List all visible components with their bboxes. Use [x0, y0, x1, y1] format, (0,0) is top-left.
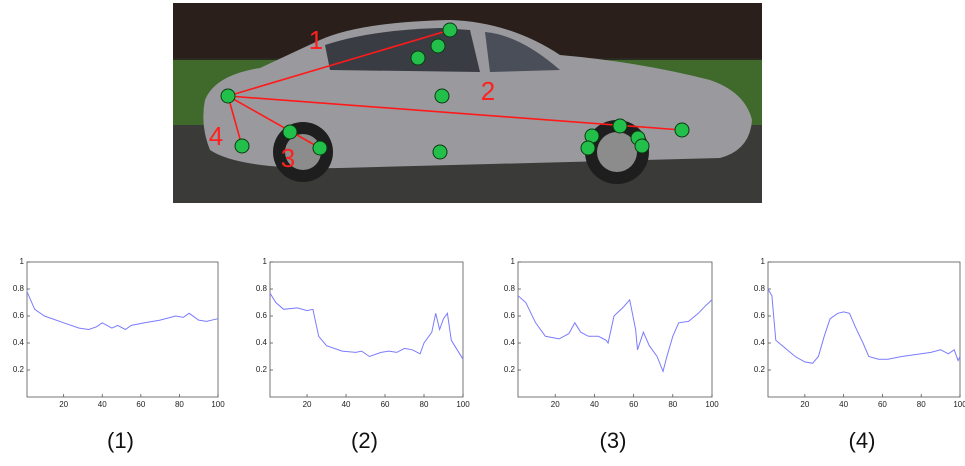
x-tick-label: 20 [59, 400, 68, 409]
y-tick-label: 0.6 [504, 311, 516, 320]
x-tick-label: 80 [175, 400, 184, 409]
x-tick-label: 60 [878, 400, 887, 409]
x-tick-label: 100 [705, 400, 719, 409]
plot-frame [518, 262, 712, 397]
plot-frame [270, 262, 463, 397]
x-tick-label: 40 [590, 400, 599, 409]
keypoint [431, 39, 445, 53]
y-tick-label: 0.2 [754, 365, 766, 374]
y-tick-label: 0.4 [256, 338, 268, 347]
y-tick-label: 0.8 [256, 284, 268, 293]
y-tick-label: 0.8 [754, 284, 766, 293]
x-tick-label: 40 [342, 400, 351, 409]
x-tick-label: 40 [98, 400, 107, 409]
y-tick-label: 1 [20, 257, 25, 266]
chart-title: (1) [107, 428, 134, 453]
x-tick-label: 100 [456, 400, 470, 409]
link-label: 3 [281, 143, 295, 173]
figure: 1 2 3 4 0.2 0.4 0.6 0.8 1 20 40 60 80 100 (1) 0.2 0.… [0, 0, 965, 466]
x-tick-label: 60 [629, 400, 638, 409]
y-tick-label: 1 [761, 257, 766, 266]
x-tick-label: 100 [211, 400, 225, 409]
x-tick-label: 20 [551, 400, 560, 409]
keypoint [675, 123, 689, 137]
link-label: 1 [309, 25, 323, 55]
keypoint [443, 23, 457, 37]
x-tick-label: 20 [800, 400, 809, 409]
y-tick-label: 1 [263, 257, 268, 266]
keypoint [283, 125, 297, 139]
plot-frame [27, 262, 218, 397]
y-tick-label: 0.8 [504, 284, 516, 293]
keypoint [235, 139, 249, 153]
y-tick-label: 0.6 [13, 311, 25, 320]
y-tick-label: 0.6 [754, 311, 766, 320]
y-tick-label: 0.4 [754, 338, 766, 347]
keypoint [313, 141, 327, 155]
keypoint [411, 51, 425, 65]
y-tick-label: 0.4 [504, 338, 516, 347]
link-label: 2 [481, 76, 495, 106]
chart-title: (3) [600, 428, 627, 453]
x-tick-label: 80 [420, 400, 429, 409]
link-label: 4 [209, 121, 223, 151]
car-photo: 1 2 3 4 [173, 3, 762, 203]
chart-title: (2) [351, 428, 378, 453]
x-tick-label: 100 [953, 400, 965, 409]
y-tick-label: 0.8 [13, 284, 25, 293]
y-tick-label: 0.2 [256, 365, 268, 374]
x-tick-label: 60 [136, 400, 145, 409]
x-tick-label: 40 [839, 400, 848, 409]
x-tick-label: 60 [381, 400, 390, 409]
keypoint [613, 119, 627, 133]
keypoint [221, 89, 235, 103]
chart-title: (4) [849, 428, 876, 453]
y-tick-label: 0.2 [504, 365, 516, 374]
y-tick-label: 0.6 [256, 311, 268, 320]
x-tick-label: 80 [917, 400, 926, 409]
y-tick-label: 1 [511, 257, 516, 266]
keypoint [435, 89, 449, 103]
y-tick-label: 0.4 [13, 338, 25, 347]
x-tick-label: 20 [303, 400, 312, 409]
y-tick-label: 0.2 [13, 365, 25, 374]
keypoint [635, 139, 649, 153]
keypoint [433, 145, 447, 159]
keypoint [581, 141, 595, 155]
x-tick-label: 80 [668, 400, 677, 409]
plot-frame [768, 262, 960, 397]
